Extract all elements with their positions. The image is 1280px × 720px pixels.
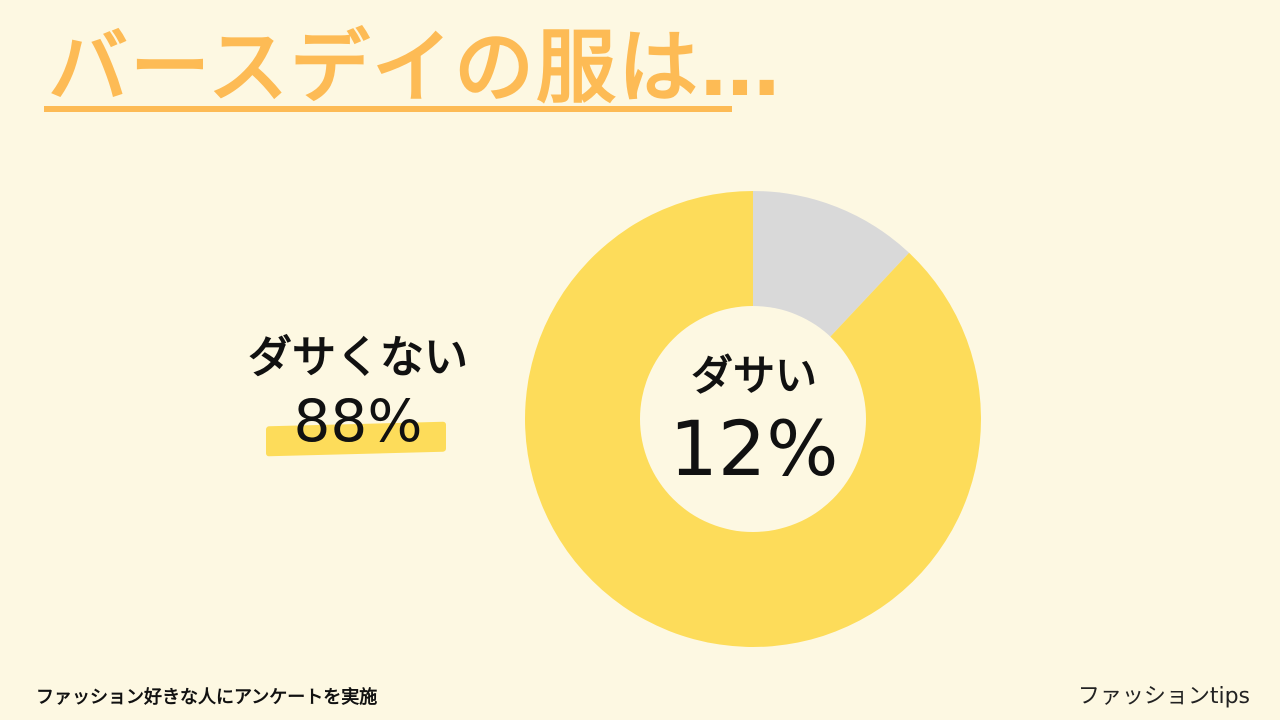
label-uncool-percent: 12% — [669, 404, 839, 493]
label-uncool-name: ダサい — [690, 351, 817, 400]
donut-hole — [640, 306, 866, 532]
title-underline — [44, 106, 732, 112]
label-not-uncool: ダサくない 88% — [238, 330, 478, 457]
survey-note: ファッション好きな人にアンケートを実施 — [36, 687, 378, 708]
label-not-uncool-name: ダサくない — [248, 332, 468, 383]
page-title: バースデイの服は… — [48, 21, 782, 114]
brand-name: ファッションtips — [1077, 684, 1250, 709]
label-not-uncool-percent: 88% — [293, 387, 423, 455]
label-uncool: ダサい 12% — [654, 348, 854, 494]
